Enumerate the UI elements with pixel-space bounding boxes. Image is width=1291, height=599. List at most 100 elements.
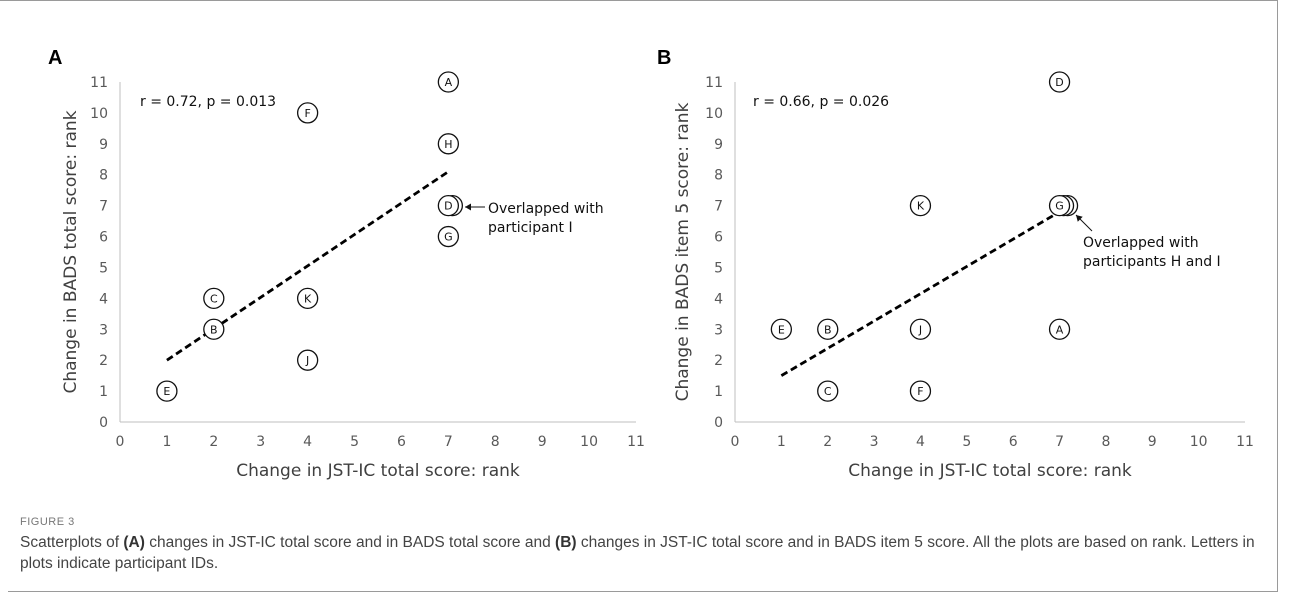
data-point-marker [770,318,793,340]
data-point-label: F [304,107,310,120]
caption-run: Scatterplots of [20,534,124,551]
x-tick-label: 5 [350,434,359,450]
x-axis-title: Change in JST-IC total score: rank [236,461,520,481]
caption-panel-ref: (B) [555,534,577,551]
data-point-A: A [1048,318,1071,340]
x-tick-label: 1 [162,434,171,450]
caption-text: Scatterplots of (A) changes in JST-IC to… [20,532,1260,574]
caption-run: changes in JST-IC total score and in BAD… [144,534,556,551]
x-tick-label: 3 [870,434,879,450]
scatterplot-a: A 0 1 2 3 4 5 6 7 8 9 10 11 0 1 2 3 4 5 6 7 8 9 10 11 Change in J… [48,47,645,481]
caption-panel-ref: (A) [123,534,145,551]
overlap-note: Overlapped with participants H and I [1083,235,1221,270]
data-point-marker [437,194,460,217]
data-point-label: A [1056,323,1064,336]
data-point-K: K [296,287,319,310]
figure-top-border [0,0,1278,1]
data-point-E: E [770,318,793,340]
correlation-annotation: r = 0.66, p = 0.026 [753,94,889,110]
data-point-E: E [156,380,178,402]
y-tick-label: 4 [714,291,723,307]
data-point-label: F [917,385,923,398]
data-point-marker [909,318,932,340]
correlation-annotation: r = 0.72, p = 0.013 [140,94,276,110]
x-tick-label: 7 [1055,434,1064,450]
data-point-marker [909,194,932,217]
data-point-label: B [824,323,832,336]
data-point-C: C [817,380,839,402]
trendline [780,210,1061,377]
y-tick-label: 4 [99,291,108,307]
data-point-marker [203,318,225,340]
x-tick-label: 10 [580,434,598,450]
data-point-label: K [304,292,312,305]
x-tick-label: 2 [823,434,832,450]
x-tick-label: 4 [916,434,925,450]
figure-label: FIGURE 3 [20,516,75,528]
y-tick-label: 7 [99,199,108,215]
y-tick-label: 3 [714,322,723,338]
x-tick-label: 9 [538,434,547,450]
y-tick-label: 0 [99,415,108,431]
y-tick-label: 11 [90,75,108,91]
data-point-marker [437,71,460,93]
overlap-note-line: Overlapped with [1083,235,1199,251]
x-tick-label: 2 [209,434,218,450]
data-point-marker [437,133,460,155]
data-point-label: G [444,231,453,244]
data-point-marker [203,287,225,310]
figure-caption: FIGURE 3 Scatterplots of (A) changes in … [20,516,1260,574]
data-point-C: C [203,287,225,310]
data-point-label: K [917,200,925,213]
data-point-label: B [210,323,218,336]
data-point-marker [156,380,178,402]
data-point-K: K [909,194,932,217]
y-tick-label: 1 [99,384,108,400]
overlap-arrowhead [1076,215,1083,222]
data-point-marker [296,287,319,310]
x-tick-label: 8 [491,434,500,450]
y-tick-label: 5 [99,260,108,276]
y-tick-label: 9 [99,137,108,153]
y-tick-label: 8 [714,168,723,184]
data-point-label: H [444,138,452,151]
x-tick-label: 6 [397,434,406,450]
y-tick-label: 10 [705,106,723,122]
data-point-label: E [778,323,785,336]
data-point-label: A [445,76,453,89]
x-tick-label: 11 [1236,434,1254,450]
y-axis-title: Change in BADS item 5 score: rank [673,102,693,401]
data-point-marker [817,318,839,340]
panel-letter: A [48,47,62,69]
data-point-marker [1048,194,1071,217]
x-tick-label: 6 [1009,434,1018,450]
data-point-marker [437,225,460,248]
y-tick-label: 8 [99,168,108,184]
panel-letter: B [657,47,671,69]
data-point-label: D [1055,76,1063,89]
y-tick-label: 6 [99,230,108,246]
x-tick-label: 10 [1190,434,1208,450]
data-point-H: H [437,133,460,155]
x-tick-label: 0 [116,434,125,450]
data-point-G: G [1048,194,1071,217]
data-point-D: D [1048,71,1071,93]
data-point-label: J [918,323,922,336]
y-tick-label: 3 [99,322,108,338]
y-tick-label: 2 [714,353,723,369]
data-point-label: G [1055,200,1064,213]
x-tick-label: 9 [1148,434,1157,450]
y-tick-label: 6 [714,230,723,246]
data-point-B: B [817,318,839,340]
x-tick-label: 11 [627,434,645,450]
x-tick-label: 3 [256,434,265,450]
y-tick-label: 5 [714,260,723,276]
x-tick-label: 4 [303,434,312,450]
y-tick-label: 2 [99,353,108,369]
figure-frame [8,0,1278,592]
overlap-note-line: Overlapped with [488,201,604,217]
data-point-J: J [296,349,319,371]
data-point-A: A [437,71,460,93]
y-tick-label: 11 [705,75,723,91]
data-point-J: J [909,318,932,340]
